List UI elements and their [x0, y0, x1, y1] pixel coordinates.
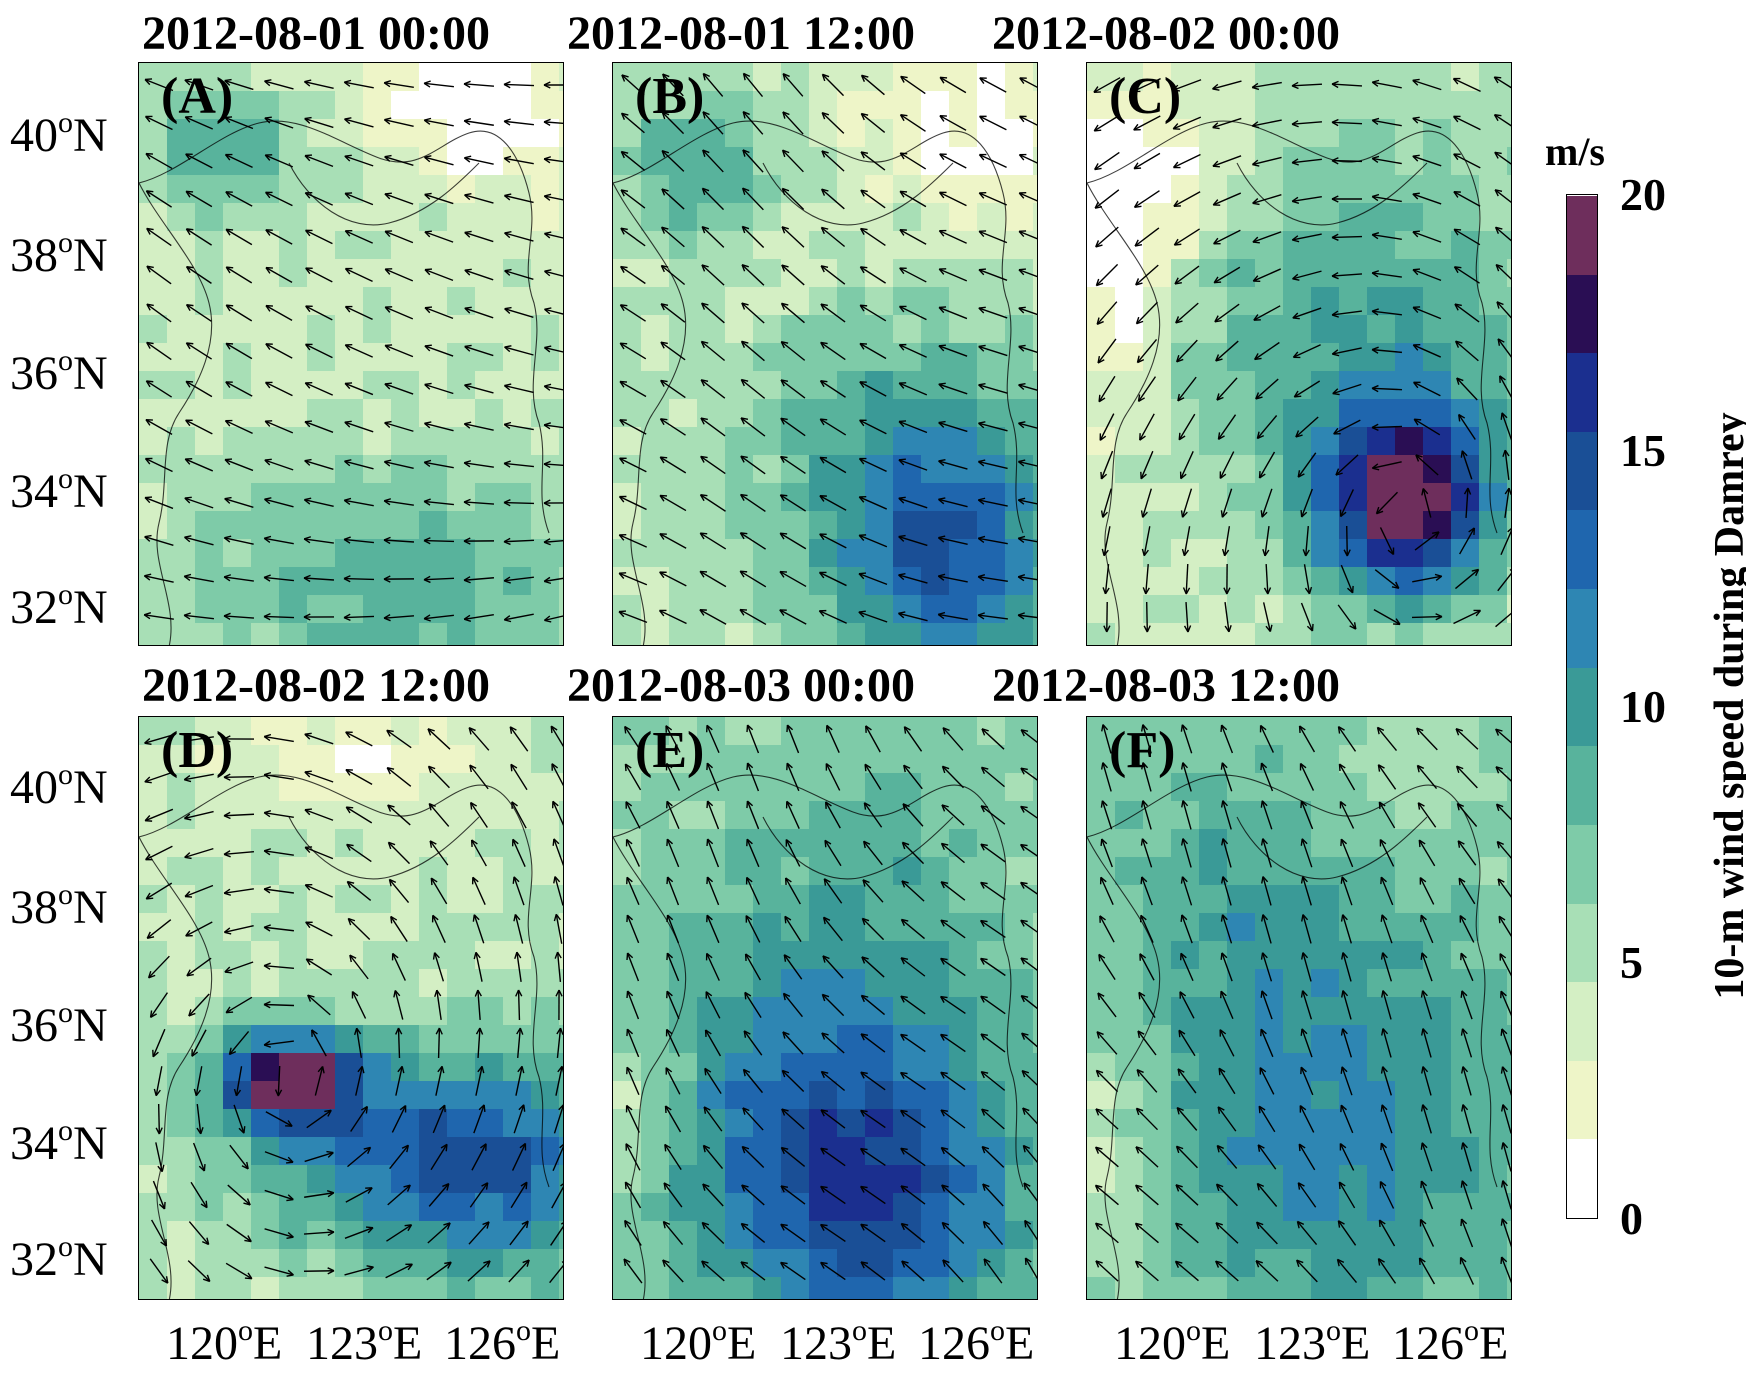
- panel-title-a: 2012-08-01 00:00: [142, 7, 490, 60]
- colorbar-band: [1567, 352, 1597, 432]
- lon-label-120-a: 120oE: [166, 1314, 283, 1370]
- wind-field: [613, 717, 1037, 1299]
- lon-label-123-a: 123oE: [306, 1314, 423, 1370]
- wind-map-c: (C): [1086, 62, 1512, 646]
- colorbar-band: [1567, 431, 1597, 511]
- lon-label-126-b: 126oE: [918, 1314, 1035, 1370]
- colorbar-band: [1567, 509, 1597, 590]
- lon-label-120-b: 120oE: [640, 1314, 757, 1370]
- wind-map-f: (F): [1086, 716, 1512, 1300]
- lon-label-123-c: 123oE: [1254, 1314, 1371, 1370]
- panel-title-e: 2012-08-03 00:00: [567, 659, 915, 712]
- panel-letter-a: (A): [161, 68, 234, 125]
- colorbar-band: [1567, 824, 1597, 904]
- colorbar-band: [1567, 1060, 1597, 1140]
- lat-label-32-bottom: 32oN: [10, 1230, 108, 1286]
- panel-letter-b: (B): [635, 68, 705, 125]
- panel-letter-e: (E): [635, 722, 705, 779]
- lon-label-126-c: 126oE: [1392, 1314, 1509, 1370]
- colorbar: [1566, 194, 1598, 1219]
- lat-label-36-top: 36oN: [10, 344, 108, 400]
- colorbar-band: [1567, 667, 1597, 747]
- colorbar-tick-5: 5: [1620, 937, 1643, 988]
- colorbar-tick-20: 20: [1620, 169, 1666, 220]
- panel-letter-d: (D): [161, 722, 234, 779]
- panel-title-d: 2012-08-02 12:00: [142, 659, 490, 712]
- wind-map-a: (A): [138, 62, 564, 646]
- panel-letter-c: (C): [1109, 68, 1182, 125]
- wind-field: [1087, 717, 1511, 1299]
- lon-label-126-a: 126oE: [444, 1314, 561, 1370]
- colorbar-label: 10-m wind speed during Damrey: [1707, 412, 1746, 1000]
- colorbar-band: [1567, 274, 1597, 354]
- colorbar-tick-0: 0: [1620, 1193, 1643, 1244]
- wind-map-d: (D): [138, 716, 564, 1300]
- colorbar-band: [1567, 981, 1597, 1061]
- wind-field: [139, 717, 563, 1299]
- wind-field: [139, 63, 563, 645]
- lat-label-34-bottom: 34oN: [10, 1114, 108, 1170]
- lat-label-36-bottom: 36oN: [10, 996, 108, 1052]
- panel-title-c: 2012-08-02 00:00: [992, 7, 1340, 60]
- wind-map-b: (B): [612, 62, 1038, 646]
- colorbar-unit: m/s: [1545, 129, 1605, 174]
- colorbar-band: [1567, 745, 1597, 825]
- lat-label-40-top: 40oN: [10, 106, 108, 162]
- colorbar-band: [1567, 588, 1597, 668]
- lat-label-38-top: 38oN: [10, 226, 108, 282]
- colorbar-tick-10: 10: [1620, 681, 1666, 732]
- wind-field: [1087, 63, 1511, 645]
- colorbar-band: [1567, 195, 1597, 275]
- wind-map-e: (E): [612, 716, 1038, 1300]
- lat-label-32-top: 32oN: [10, 578, 108, 634]
- panel-title-b: 2012-08-01 12:00: [567, 7, 915, 60]
- lat-label-38-bottom: 38oN: [10, 878, 108, 934]
- lat-label-40-bottom: 40oN: [10, 758, 108, 814]
- wind-field: [613, 63, 1037, 645]
- colorbar-band: [1567, 1138, 1597, 1218]
- panel-letter-f: (F): [1109, 722, 1176, 779]
- colorbar-tick-15: 15: [1620, 425, 1666, 476]
- panel-title-f: 2012-08-03 12:00: [992, 659, 1340, 712]
- lon-label-120-c: 120oE: [1114, 1314, 1231, 1370]
- colorbar-band: [1567, 903, 1597, 983]
- lon-label-123-b: 123oE: [780, 1314, 897, 1370]
- lat-label-34-top: 34oN: [10, 462, 108, 518]
